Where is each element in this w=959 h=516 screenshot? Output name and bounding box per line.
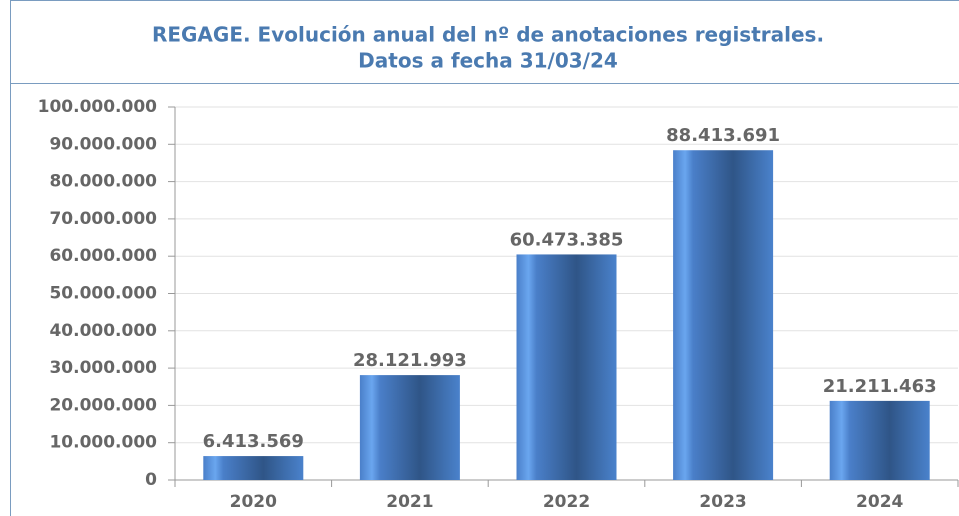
x-tick-label: 2023 <box>699 492 746 512</box>
y-tick-label: 90.000.000 <box>49 134 157 154</box>
value-label: 6.413.569 <box>203 431 304 452</box>
y-tick-label: 80.000.000 <box>49 172 157 192</box>
y-tick-label: 70.000.000 <box>49 209 157 229</box>
y-tick-label: 60.000.000 <box>49 246 157 266</box>
value-label: 21.211.463 <box>823 376 937 397</box>
frame <box>10 0 959 516</box>
x-tick-label: 2022 <box>543 492 590 512</box>
value-label: 60.473.385 <box>510 229 624 250</box>
x-tick-label: 2021 <box>386 492 433 512</box>
bar <box>359 375 460 480</box>
value-label: 88.413.691 <box>666 125 780 146</box>
value-label: 28.121.993 <box>353 350 467 371</box>
y-tick-label: 50.000.000 <box>49 284 157 304</box>
bar <box>673 150 774 481</box>
y-tick-label: 20.000.000 <box>49 395 157 415</box>
y-tick-label: 30.000.000 <box>49 358 157 378</box>
y-tick-label: 0 <box>145 470 157 490</box>
y-tick-label: 40.000.000 <box>49 321 157 341</box>
bar <box>829 400 930 480</box>
bar <box>203 456 304 480</box>
bar <box>516 254 617 480</box>
y-tick-label: 100.000.000 <box>38 97 158 117</box>
x-tick-label: 2020 <box>230 492 277 512</box>
chart-subtitle: Datos a fecha 31/03/24 <box>358 49 618 73</box>
chart-title: REGAGE. Evolución anual del nº de anotac… <box>152 23 824 47</box>
x-tick-label: 2024 <box>856 492 903 512</box>
y-tick-label: 10.000.000 <box>49 433 157 453</box>
